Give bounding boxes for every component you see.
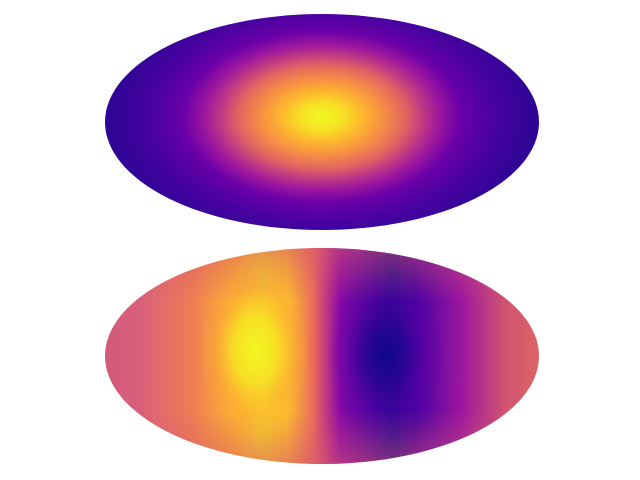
top-map (105, 14, 539, 230)
bottom-map (105, 248, 539, 464)
